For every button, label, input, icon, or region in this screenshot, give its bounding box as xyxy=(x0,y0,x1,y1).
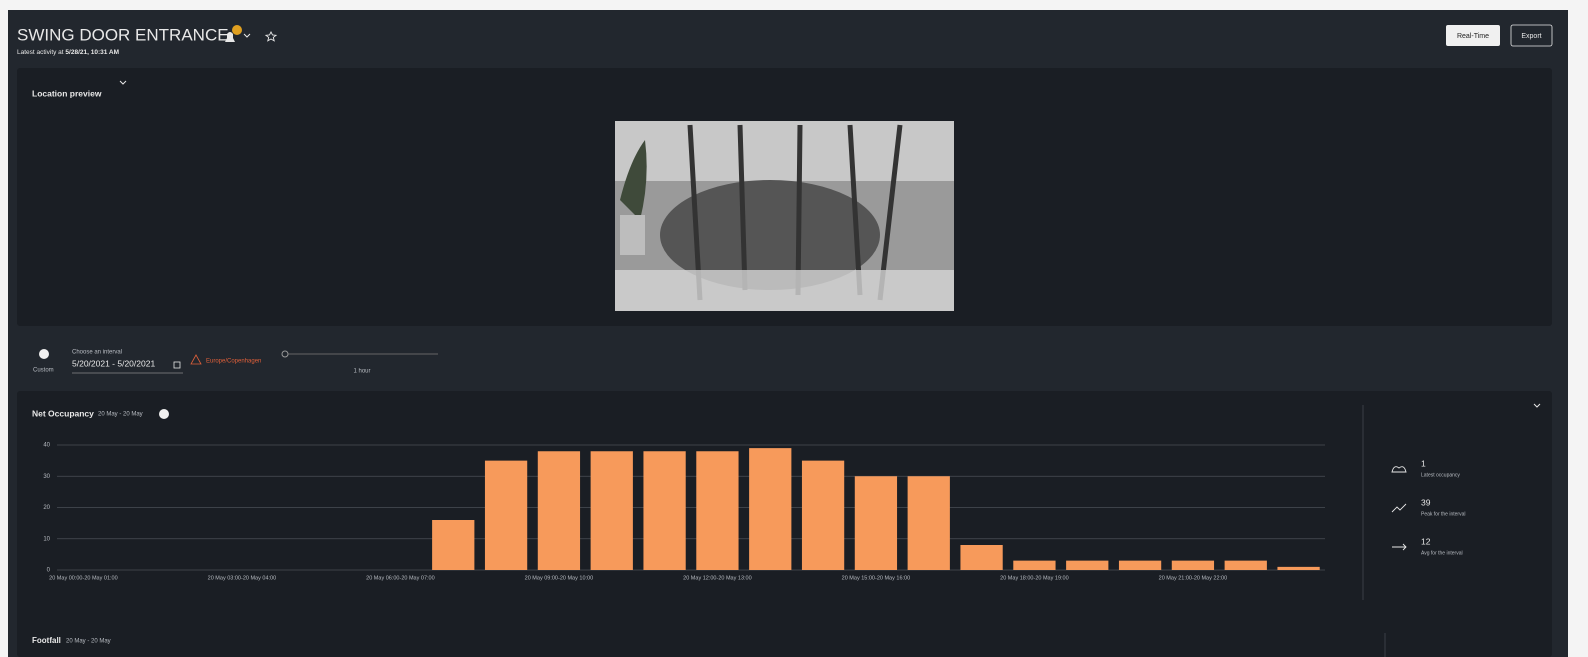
stat-icon xyxy=(1392,543,1407,551)
bar xyxy=(537,451,581,570)
custom-toggle[interactable] xyxy=(39,349,49,359)
y-tick-label: 40 xyxy=(43,443,50,449)
notification-bell[interactable] xyxy=(225,25,251,42)
collapse-chevron[interactable] xyxy=(1533,403,1541,408)
x-tick-label: 20 May 21:00-20 May 22:00 xyxy=(1159,575,1228,581)
stats: 1 Latest occupancy 39 Peak for the interval… xyxy=(1391,458,1465,556)
export-button[interactable]: Export xyxy=(1510,24,1553,47)
y-tick-label: 20 xyxy=(43,505,50,511)
stat-label: Avg for the interval xyxy=(1421,550,1463,556)
chart-subtitle: 20 May - 20 May xyxy=(98,412,143,418)
x-tick-label: 20 May 15:00-20 May 16:00 xyxy=(842,575,911,581)
plot: 0 10 20 30 40 20 May 00:00-20 May 01:00 20 May… xyxy=(43,443,1325,581)
stat-label: Latest occupancy xyxy=(1421,472,1460,478)
calendar-icon[interactable] xyxy=(173,361,181,369)
collapse-chevron[interactable] xyxy=(119,80,127,85)
realtime-button[interactable]: Real-Time xyxy=(1446,25,1500,46)
stat-value: 39 xyxy=(1421,497,1431,507)
favorite-star[interactable] xyxy=(264,30,278,42)
granularity: 1 hour xyxy=(353,369,370,375)
warning-icon xyxy=(190,354,202,365)
custom-label: Custom xyxy=(33,368,54,374)
bar xyxy=(749,448,792,570)
bar xyxy=(1118,560,1162,570)
bar xyxy=(907,476,950,570)
bar xyxy=(1171,560,1215,570)
stat-icon xyxy=(1391,503,1407,513)
x-tick-label: 20 May 12:00-20 May 13:00 xyxy=(683,575,752,581)
x-tick-label: 20 May 03:00-20 May 04:00 xyxy=(208,575,277,581)
bar xyxy=(801,460,845,570)
x-tick-label: 20 May 18:00-20 May 19:00 xyxy=(1000,575,1069,581)
panel-title: Location preview xyxy=(32,88,102,98)
stat-value: 1 xyxy=(1421,458,1426,468)
bar xyxy=(960,545,1003,570)
bar xyxy=(854,476,898,570)
bar xyxy=(696,451,739,570)
camera-image xyxy=(615,121,954,311)
page-title: SWING DOOR ENTRANCE xyxy=(17,25,229,44)
button-label: Export xyxy=(1521,33,1541,40)
bar xyxy=(1013,560,1056,570)
bar xyxy=(590,451,633,570)
interval-label: Choose an interval xyxy=(72,350,122,356)
latest-activity-time: 5/28/21, 10:31 AM xyxy=(65,49,119,56)
y-tick-label: 30 xyxy=(43,474,50,480)
footfall-subtitle: 20 May - 20 May xyxy=(66,639,111,645)
x-tick-label: 20 May 00:00-20 May 01:00 xyxy=(49,575,118,581)
footfall-title: Footfall xyxy=(32,636,61,645)
bar xyxy=(1066,560,1109,570)
stat-icon xyxy=(1391,466,1407,473)
bar xyxy=(484,460,528,570)
x-tick-label: 20 May 09:00-20 May 10:00 xyxy=(525,575,594,581)
y-tick-label: 0 xyxy=(47,568,51,574)
slider-handle[interactable] xyxy=(281,350,289,358)
interval-input[interactable]: 5/20/2021 - 5/20/2021 xyxy=(72,358,155,368)
bar xyxy=(432,520,475,570)
bar xyxy=(1224,560,1267,570)
chart-title: Net Occupancy xyxy=(32,408,94,418)
y-tick-label: 10 xyxy=(43,536,50,542)
bar xyxy=(643,451,686,570)
x-tick-label: 20 May 06:00-20 May 07:00 xyxy=(366,575,435,581)
bar xyxy=(1277,566,1320,570)
timezone: Europe/Copenhagen xyxy=(206,359,261,365)
stat-value: 12 xyxy=(1421,536,1431,546)
help-icon[interactable] xyxy=(159,409,169,419)
stat-label: Peak for the interval xyxy=(1421,511,1465,517)
latest-activity: Latest activity at 5/28/21, 10:31 AM xyxy=(17,49,119,56)
button-label: Real-Time xyxy=(1457,33,1489,40)
latest-activity-label: Latest activity at xyxy=(17,49,64,56)
